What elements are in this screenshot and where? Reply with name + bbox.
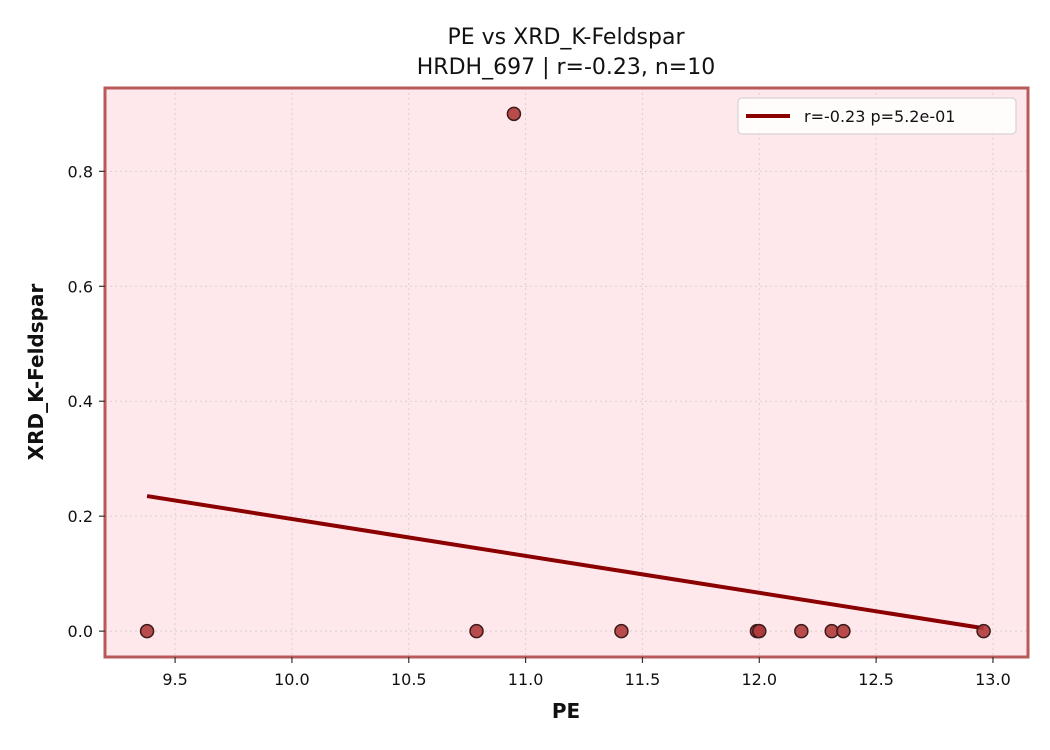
data-points: [139, 106, 991, 639]
data-point: [506, 106, 522, 122]
chart-title: PE vs XRD_K-Feldspar: [447, 25, 685, 50]
legend: r=-0.23 p=5.2e-01: [737, 97, 1017, 135]
data-point: [794, 623, 809, 639]
x-tick-label: 12.5: [858, 670, 894, 689]
x-axis-label: PE: [552, 699, 580, 723]
plot-background: [105, 88, 1028, 657]
y-tick-label: 0.2: [68, 507, 93, 526]
chart-subtitle: HRDH_697 | r=-0.23, n=10: [417, 55, 715, 80]
x-tick-label: 10.5: [391, 670, 427, 689]
y-tick-label: 0.0: [68, 622, 93, 641]
x-tick-label: 13.0: [975, 670, 1011, 689]
y-tick-label: 0.8: [68, 162, 93, 181]
y-tick-label: 0.4: [68, 392, 93, 411]
y-axis-label: XRD_K-Feldspar: [24, 284, 48, 461]
legend-box: [737, 97, 1017, 135]
x-tick-label: 10.0: [274, 670, 310, 689]
data-point: [976, 623, 991, 639]
data-point: [836, 623, 851, 639]
legend-label: r=-0.23 p=5.2e-01: [804, 107, 955, 126]
grid-lines: [105, 88, 1028, 657]
x-tick-label: 9.5: [162, 670, 187, 689]
y-tick-label: 0.6: [68, 277, 93, 296]
x-tick-label: 12.0: [741, 670, 777, 689]
data-point: [614, 623, 629, 639]
plot-frame: [103, 86, 1030, 659]
data-point: [469, 623, 484, 639]
data-point: [139, 623, 155, 639]
x-tick-label: 11.0: [508, 670, 544, 689]
x-tick-label: 11.5: [625, 670, 661, 689]
fit-line: [146, 494, 984, 631]
data-point: [752, 623, 767, 639]
